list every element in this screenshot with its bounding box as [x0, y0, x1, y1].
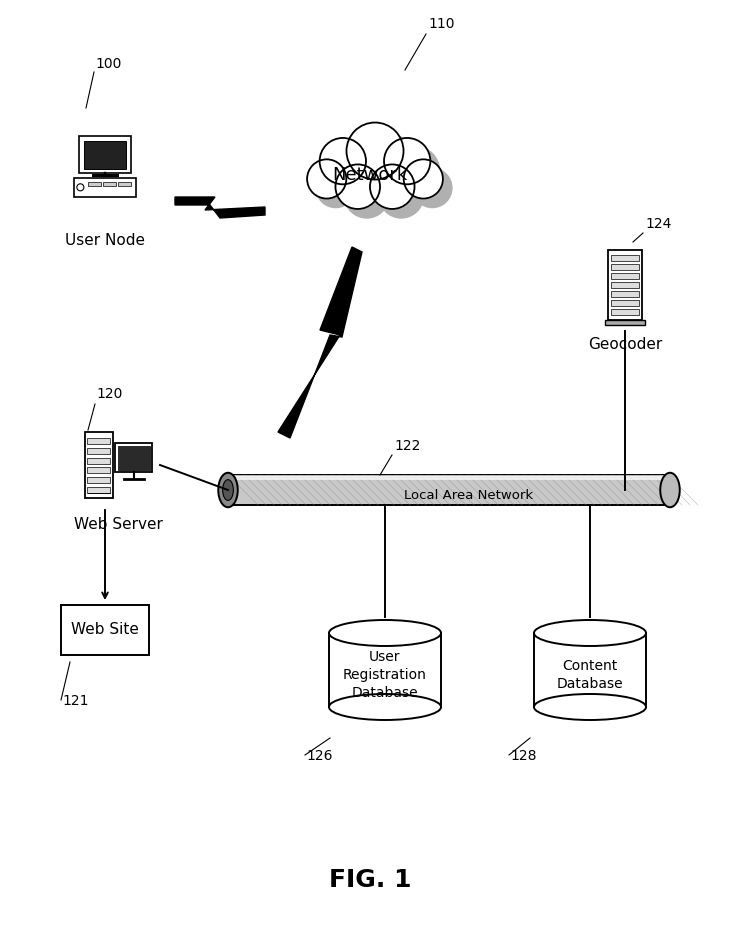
Circle shape — [379, 173, 423, 218]
Bar — [611, 291, 639, 297]
Ellipse shape — [534, 694, 646, 720]
Text: Content
Database: Content Database — [556, 659, 623, 692]
Bar — [611, 273, 639, 279]
Text: 121: 121 — [62, 694, 89, 708]
Circle shape — [393, 147, 440, 193]
Circle shape — [329, 147, 375, 193]
Ellipse shape — [223, 480, 233, 501]
Circle shape — [77, 183, 84, 191]
Text: 120: 120 — [96, 387, 122, 401]
Bar — [228, 475, 670, 505]
Bar — [118, 446, 149, 470]
Ellipse shape — [534, 620, 646, 646]
Bar — [79, 136, 130, 173]
Bar — [74, 178, 136, 197]
Bar — [84, 432, 112, 498]
Bar — [329, 633, 441, 707]
Text: 128: 128 — [510, 749, 536, 763]
Text: FIG. 1: FIG. 1 — [329, 868, 411, 892]
Text: Web Site: Web Site — [71, 623, 139, 637]
Bar — [84, 141, 126, 168]
Bar — [611, 300, 639, 306]
Bar — [611, 264, 639, 270]
Bar — [534, 633, 646, 707]
Bar — [115, 443, 152, 472]
Bar — [104, 182, 115, 186]
Circle shape — [370, 165, 414, 209]
Text: 100: 100 — [95, 57, 121, 71]
FancyBboxPatch shape — [61, 605, 149, 655]
Bar — [228, 475, 670, 481]
Text: 126: 126 — [306, 749, 332, 763]
Bar — [118, 182, 130, 186]
Bar — [605, 320, 645, 325]
Text: 110: 110 — [428, 17, 454, 31]
Bar — [87, 477, 110, 483]
Bar — [611, 255, 639, 261]
Bar — [87, 457, 110, 464]
Text: 122: 122 — [394, 439, 420, 453]
Ellipse shape — [660, 472, 680, 507]
Circle shape — [355, 132, 412, 188]
Bar — [87, 448, 110, 454]
Circle shape — [307, 159, 346, 199]
Bar — [611, 310, 639, 315]
Bar — [608, 250, 642, 320]
Text: Local Area Network: Local Area Network — [405, 488, 534, 502]
Circle shape — [404, 159, 443, 199]
Text: Geocoder: Geocoder — [588, 337, 662, 352]
Bar — [87, 439, 110, 444]
Bar — [87, 467, 110, 473]
Text: User
Registration
Database: User Registration Database — [343, 649, 427, 700]
Text: Web Server: Web Server — [73, 517, 163, 532]
Polygon shape — [278, 247, 362, 438]
Bar — [611, 282, 639, 288]
Text: User Node: User Node — [65, 233, 145, 248]
Circle shape — [384, 138, 431, 184]
Ellipse shape — [218, 472, 238, 507]
Text: 124: 124 — [645, 217, 671, 231]
Bar — [88, 182, 101, 186]
Circle shape — [335, 165, 380, 209]
Circle shape — [344, 173, 389, 218]
Circle shape — [320, 138, 366, 184]
Ellipse shape — [329, 620, 441, 646]
Polygon shape — [175, 197, 265, 218]
Ellipse shape — [329, 694, 441, 720]
Circle shape — [413, 168, 452, 208]
Bar — [87, 486, 110, 493]
Circle shape — [346, 122, 403, 180]
Text: Network: Network — [332, 166, 408, 184]
Circle shape — [316, 168, 355, 208]
